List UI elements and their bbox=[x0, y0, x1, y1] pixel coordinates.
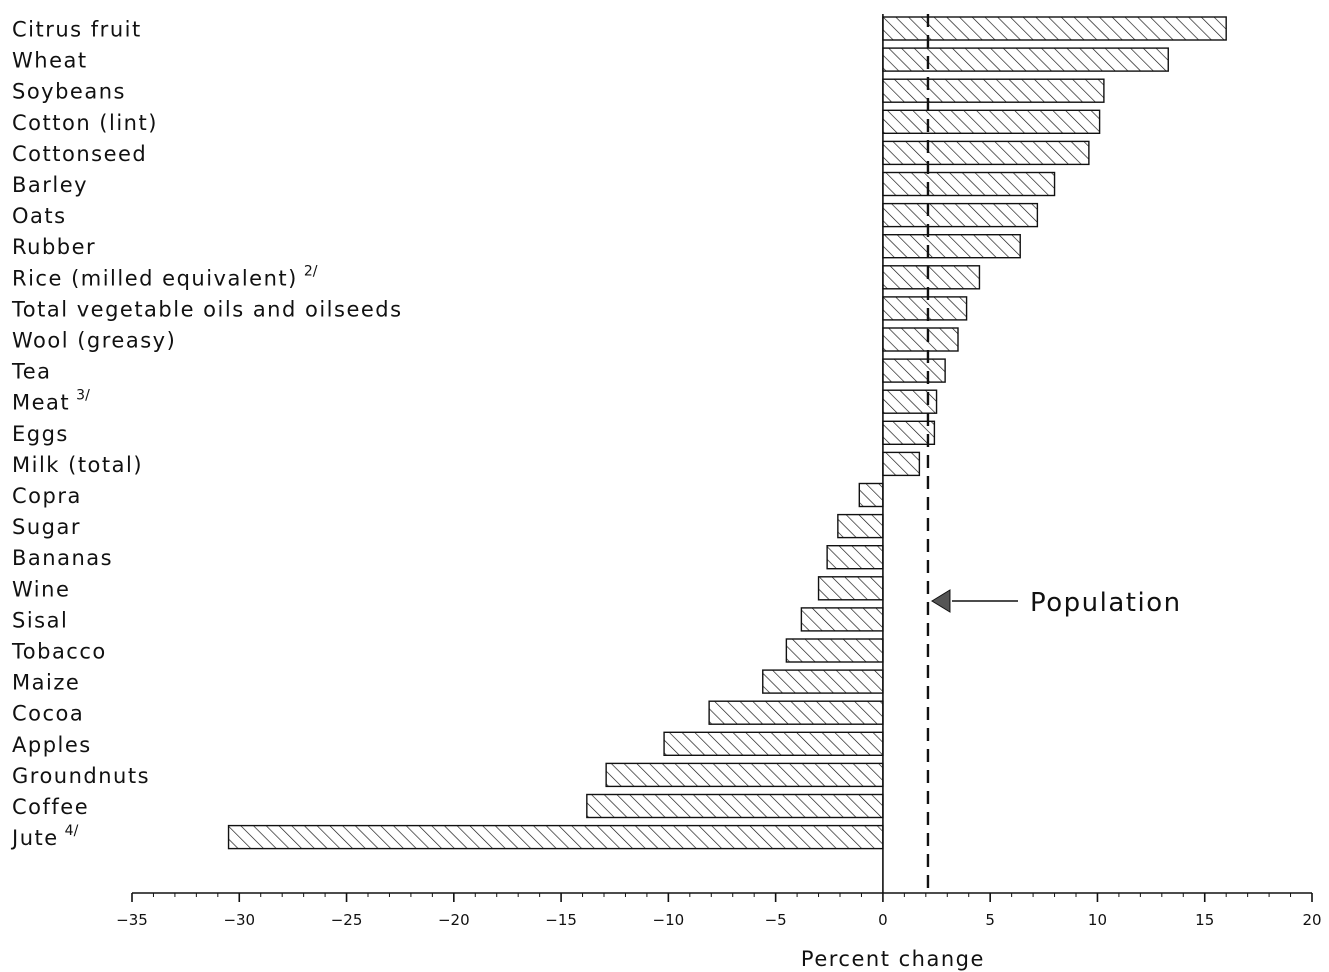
bar-oats bbox=[882, 202, 1039, 228]
bar-cocoa bbox=[708, 700, 884, 725]
category-label: Copra bbox=[12, 484, 82, 508]
x-tick-label: −15 bbox=[545, 911, 577, 929]
bar-eggs bbox=[882, 420, 936, 445]
x-tick-label: 20 bbox=[1302, 911, 1321, 929]
category-label: Maize bbox=[12, 671, 80, 695]
category-label: Barley bbox=[12, 173, 88, 197]
category-label: Wool (greasy) bbox=[12, 329, 176, 353]
footnote-marker: 4/ bbox=[65, 823, 79, 839]
bar-sisal bbox=[800, 607, 884, 632]
x-tick-label: 5 bbox=[985, 911, 995, 929]
bar-cotton-lint bbox=[882, 109, 1101, 135]
category-label: Wine bbox=[12, 577, 70, 601]
x-tick-label: 15 bbox=[1195, 911, 1214, 929]
category-label: Groundnuts bbox=[12, 764, 150, 788]
bar-rubber bbox=[882, 233, 1021, 259]
bar-apples bbox=[663, 731, 884, 756]
x-tick-label: −20 bbox=[438, 911, 470, 929]
x-tick-label: −35 bbox=[116, 911, 148, 929]
x-tick-label: 0 bbox=[878, 911, 888, 929]
x-axis-title: Percent change bbox=[801, 947, 985, 971]
footnote-marker: 2/ bbox=[304, 263, 318, 279]
category-label: Milk (total) bbox=[12, 453, 143, 477]
category-label: Total vegetable oils and oilseeds bbox=[11, 297, 403, 321]
category-label: Rubber bbox=[12, 235, 96, 259]
bar-wheat bbox=[882, 47, 1169, 72]
bar-wine bbox=[817, 576, 884, 601]
bar-wool-greasy bbox=[882, 327, 959, 352]
bar-groundnuts bbox=[605, 762, 884, 788]
category-label: Cotton (lint) bbox=[12, 111, 158, 135]
bar-bananas bbox=[826, 545, 884, 570]
footnote-marker: 3/ bbox=[76, 388, 90, 404]
bars-layer bbox=[227, 16, 1227, 850]
category-label: Tobacco bbox=[11, 640, 107, 664]
bar-soybeans bbox=[882, 78, 1105, 103]
category-label: Eggs bbox=[12, 422, 69, 446]
category-labels: Citrus fruit Wheat Soybeans Cotton (lint) Co… bbox=[10, 18, 403, 851]
bar-sugar bbox=[837, 513, 884, 539]
category-label: Sisal bbox=[12, 608, 68, 632]
bar-rice-milled-equivalent bbox=[882, 265, 981, 290]
category-label: Citrus fruit bbox=[12, 18, 142, 42]
bar-milk-total bbox=[882, 451, 921, 477]
category-label: Oats bbox=[12, 204, 67, 228]
x-tick-label: −25 bbox=[331, 911, 363, 929]
bar-copra bbox=[858, 482, 884, 508]
bar-total-vegetable-oils-and-oilseeds bbox=[882, 296, 968, 321]
category-label: Apples bbox=[12, 733, 92, 757]
bar-maize bbox=[762, 669, 884, 694]
bar-tobacco bbox=[785, 638, 884, 663]
population-arrow-head bbox=[931, 589, 951, 613]
category-label: Soybeans bbox=[12, 80, 126, 104]
bar-cottonseed bbox=[882, 140, 1090, 166]
category-label: Cocoa bbox=[12, 702, 84, 726]
bar-citrus-fruit bbox=[882, 16, 1227, 41]
category-label: Rice (milled equivalent) bbox=[12, 266, 298, 290]
category-label: Jute bbox=[10, 826, 59, 850]
category-label: Bananas bbox=[12, 546, 113, 570]
x-axis: −35 −30 −25 −20 −15 −10 −5 0 5 10 15 20 bbox=[116, 14, 1322, 929]
x-tick-label: −10 bbox=[653, 911, 685, 929]
x-tick-label: −5 bbox=[765, 911, 787, 929]
x-tick-label: −30 bbox=[223, 911, 255, 929]
bar-barley bbox=[882, 171, 1056, 197]
bar-jute bbox=[227, 824, 884, 850]
category-label: Cottonseed bbox=[12, 142, 147, 166]
category-label: Wheat bbox=[12, 49, 88, 73]
bar-tea bbox=[882, 358, 946, 383]
category-label: Coffee bbox=[12, 795, 89, 819]
category-label: Tea bbox=[11, 360, 52, 384]
population-label: Population bbox=[1030, 588, 1182, 618]
x-tick-label: 10 bbox=[1088, 911, 1107, 929]
bar-coffee bbox=[586, 793, 884, 819]
population-reference: Population bbox=[926, 14, 1182, 893]
category-label: Meat bbox=[12, 391, 70, 415]
category-label: Sugar bbox=[12, 515, 81, 539]
